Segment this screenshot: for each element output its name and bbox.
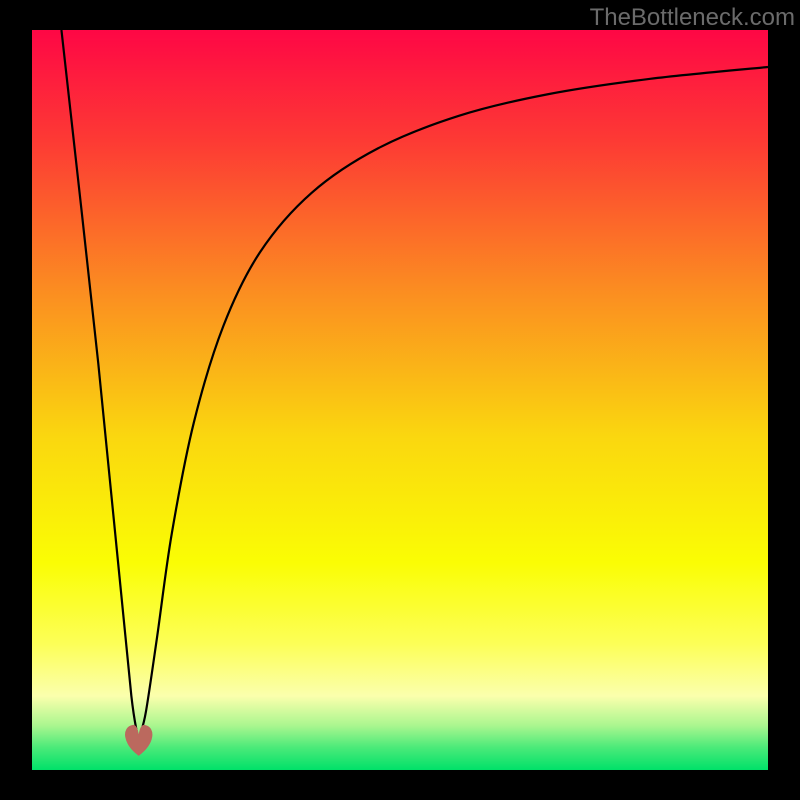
bottleneck-chart [32, 30, 768, 770]
watermark-text: TheBottleneck.com [590, 4, 795, 32]
plot-area [32, 30, 768, 770]
gradient-background [32, 30, 768, 770]
figure-frame: TheBottleneck.com [0, 0, 800, 800]
